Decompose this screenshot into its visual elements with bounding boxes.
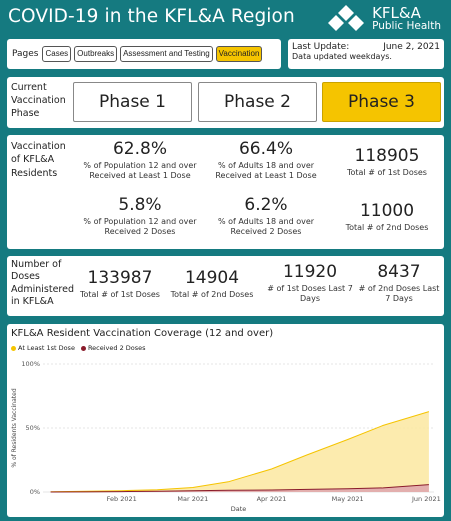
- line-second-dose: [50, 484, 429, 493]
- stat-value: 11920: [282, 262, 338, 282]
- stat-value: 118905: [354, 146, 420, 166]
- x-tick-label: Jun 2021: [411, 495, 441, 503]
- legend-label: Received 2 Doses: [87, 344, 146, 352]
- stat-value: 6.2%: [244, 195, 288, 215]
- diamond-logo-icon: [328, 5, 365, 31]
- legend-swatch: [80, 345, 86, 351]
- phase-label: Current Vaccination Phase: [11, 82, 66, 119]
- stat-value: 66.4%: [238, 139, 293, 159]
- stat-total-first: 118905 Total # of 1st Doses: [333, 148, 441, 178]
- stat-caption: # of 1st Doses Last 7 Days: [267, 284, 353, 304]
- line-first-dose: [50, 411, 430, 493]
- x-tick-label: Feb 2021: [107, 495, 137, 503]
- y-tick-label: 50%: [26, 424, 40, 432]
- page-button-cases[interactable]: Cases: [42, 46, 72, 62]
- header-bar: COVID-19 in the KFL&A Region KFL&A Publi…: [0, 0, 451, 38]
- stat-pop12-second: 5.8% % of Population 12 and over Receive…: [81, 197, 199, 238]
- doses-administered-panel: Number of Doses Administered in KFL&A 13…: [7, 256, 444, 316]
- stat-caption: Total # of 1st Doses: [80, 290, 160, 299]
- chart-legend: At Least 1st Dose Received 2 Doses: [11, 344, 152, 352]
- page-button-vaccination[interactable]: Vaccination: [215, 46, 263, 62]
- stat-value: 14904: [184, 268, 240, 288]
- vaccination-label: Vaccination of KFL&A Residents: [11, 141, 66, 179]
- page-button-outbreaks[interactable]: Outbreaks: [74, 46, 118, 62]
- stat-caption: % of Population 12 and over Received at …: [83, 161, 197, 181]
- legend-item-first-dose[interactable]: At Least 1st Dose: [11, 344, 75, 352]
- stat-doses-total-second: 14904 Total # of 2nd Doses: [167, 270, 257, 300]
- stat-total-second: 11000 Total # of 2nd Doses: [333, 203, 441, 233]
- x-axis-label: Date: [231, 505, 247, 513]
- area-first-dose: [50, 411, 429, 492]
- y-axis-label: % of Residents Vaccinated: [11, 388, 18, 467]
- resident-vaccination-panel: Vaccination of KFL&A Residents 62.8% % o…: [7, 135, 444, 249]
- stat-pop12-first: 62.8% % of Population 12 and over Receiv…: [81, 141, 199, 182]
- stat-value: 5.8%: [118, 195, 162, 215]
- stat-caption: Total # of 2nd Doses: [345, 223, 429, 232]
- page-button-assessment-testing[interactable]: Assessment and Testing: [120, 46, 213, 62]
- stat-adults-first: 66.4% % of Adults 18 and over Received a…: [207, 141, 325, 182]
- stat-caption: Total # of 1st Doses: [347, 168, 427, 177]
- last-update-label: Last Update:: [292, 42, 350, 52]
- y-tick-label: 0%: [30, 488, 40, 496]
- phase-2-button[interactable]: Phase 2: [198, 82, 317, 122]
- legend-item-second-dose[interactable]: Received 2 Doses: [80, 344, 146, 352]
- y-tick-label: 100%: [21, 360, 40, 368]
- pages-nav: Pages Cases Outbreaks Assessment and Tes…: [7, 39, 281, 69]
- coverage-area-chart[interactable]: 0% 50% 100% Feb 2021 Mar 2021 Apr 2021 May 202…: [7, 324, 444, 517]
- stat-doses-second-7d: 8437 # of 2nd Doses Last 7 Days: [357, 264, 441, 305]
- vaccination-phase-panel: Current Vaccination Phase Phase 1 Phase …: [7, 77, 444, 128]
- coverage-chart-panel: 0% 50% 100% Feb 2021 Mar 2021 Apr 2021 May 202…: [7, 324, 444, 517]
- x-tick-label: May 2021: [332, 495, 364, 503]
- logo-name: KFL&A: [372, 4, 421, 23]
- legend-swatch: [11, 345, 16, 351]
- phase-3-button[interactable]: Phase 3: [322, 82, 441, 122]
- stat-value: 8437: [377, 262, 421, 282]
- update-frequency-note: Data updated weekdays.: [292, 52, 392, 62]
- x-tick-label: Mar 2021: [177, 495, 208, 503]
- stat-value: 11000: [359, 201, 415, 221]
- stat-doses-total-first: 133987 Total # of 1st Doses: [77, 270, 163, 300]
- last-update-panel: Last Update: June 2, 2021 Data updated w…: [288, 39, 444, 69]
- stat-caption: % of Adults 18 and over Received 2 Doses: [217, 217, 315, 237]
- stat-value: 62.8%: [112, 139, 167, 159]
- legend-label: At Least 1st Dose: [18, 344, 75, 352]
- last-update-date: June 2, 2021: [383, 42, 440, 52]
- doses-label: Number of Doses Administered in KFL&A: [11, 259, 75, 308]
- pages-label: Pages: [12, 49, 39, 59]
- stat-caption: # of 2nd Doses Last 7 Days: [358, 284, 440, 304]
- stat-doses-first-7d: 11920 # of 1st Doses Last 7 Days: [265, 264, 355, 305]
- stat-caption: Total # of 2nd Doses: [170, 290, 254, 299]
- stat-caption: % of Adults 18 and over Received at Leas…: [215, 161, 317, 181]
- stat-adults-second: 6.2% % of Adults 18 and over Received 2 …: [207, 197, 325, 238]
- stat-value: 133987: [87, 268, 153, 288]
- chart-title: KFL&A Resident Vaccination Coverage (12 …: [11, 328, 274, 339]
- stat-caption: % of Population 12 and over Received 2 D…: [83, 217, 197, 237]
- area-second-dose: [50, 484, 429, 492]
- logo: KFL&A Public Health: [325, 3, 441, 35]
- phase-1-button[interactable]: Phase 1: [73, 82, 192, 122]
- x-tick-label: Apr 2021: [257, 495, 287, 503]
- logo-subname: Public Health: [372, 20, 441, 33]
- page-title: COVID-19 in the KFL&A Region: [8, 6, 295, 27]
